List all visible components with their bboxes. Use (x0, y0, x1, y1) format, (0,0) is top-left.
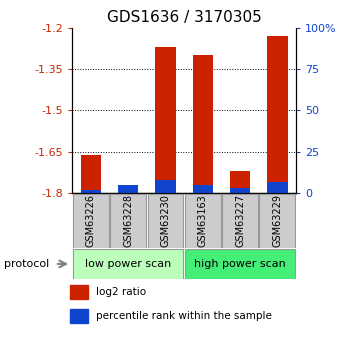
FancyBboxPatch shape (73, 249, 183, 279)
Bar (267, 181, 288, 193)
Bar (230, 188, 250, 193)
Text: GSM63226: GSM63226 (86, 194, 96, 247)
Text: GSM63227: GSM63227 (235, 194, 245, 247)
Text: log2 ratio: log2 ratio (96, 287, 146, 297)
Text: GSM63228: GSM63228 (123, 194, 133, 247)
Bar (70, 285, 88, 299)
FancyBboxPatch shape (148, 194, 183, 248)
Bar (230, 171, 250, 193)
Bar (155, 47, 176, 193)
Bar (118, 190, 138, 193)
Text: low power scan: low power scan (85, 259, 171, 269)
Text: GSM63229: GSM63229 (272, 194, 282, 247)
Bar (118, 185, 138, 193)
Text: GSM63163: GSM63163 (198, 195, 208, 247)
Text: percentile rank within the sample: percentile rank within the sample (96, 311, 272, 321)
Bar (81, 190, 101, 193)
FancyBboxPatch shape (260, 194, 295, 248)
Text: protocol: protocol (4, 259, 49, 269)
Bar (192, 185, 213, 193)
Text: high power scan: high power scan (194, 259, 286, 269)
FancyBboxPatch shape (185, 249, 295, 279)
Bar (155, 180, 176, 193)
Bar (267, 36, 288, 193)
FancyBboxPatch shape (185, 194, 221, 248)
FancyBboxPatch shape (110, 194, 146, 248)
FancyBboxPatch shape (222, 194, 258, 248)
Text: GSM63230: GSM63230 (160, 194, 170, 247)
Title: GDS1636 / 3170305: GDS1636 / 3170305 (107, 10, 261, 25)
Bar (70, 309, 88, 323)
Bar (192, 55, 213, 193)
FancyBboxPatch shape (73, 194, 109, 248)
Bar (81, 155, 101, 193)
